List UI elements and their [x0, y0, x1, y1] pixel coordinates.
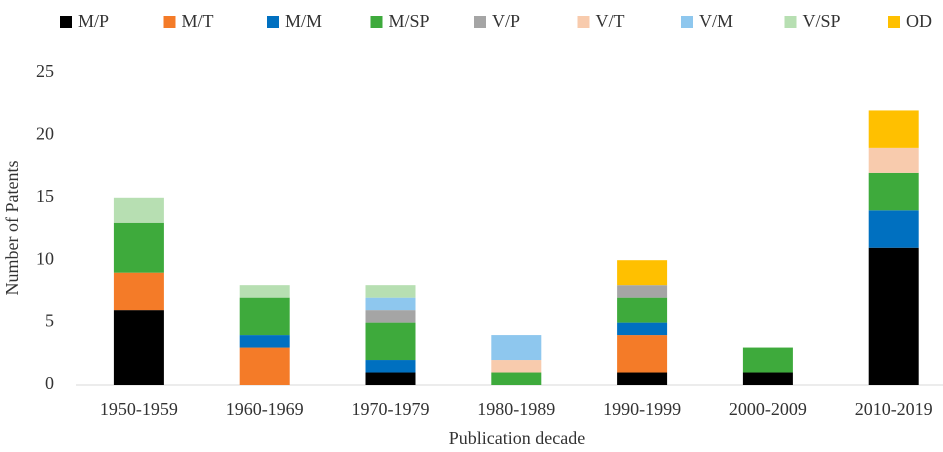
bar-segment — [617, 335, 668, 373]
bar-segment — [239, 285, 290, 298]
x-tick-label: 1990-1999 — [603, 399, 681, 419]
bar-segment — [491, 372, 542, 385]
legend-label: M/T — [182, 11, 214, 31]
legend-label: OD — [906, 11, 932, 31]
bar-segment — [239, 347, 290, 385]
legend-label: M/M — [285, 11, 322, 31]
x-axis-label: Publication decade — [449, 428, 585, 448]
x-tick-label: 2000-2009 — [729, 399, 807, 419]
bar-segment — [113, 310, 164, 385]
y-tick-label: 25 — [36, 61, 54, 81]
bar-segment — [868, 147, 919, 173]
legend-swatch — [60, 16, 72, 28]
bar-segment — [742, 347, 793, 373]
bar-segment — [365, 297, 416, 311]
bar-segment — [617, 322, 668, 336]
x-tick-label: 2010-2019 — [855, 399, 933, 419]
legend-swatch — [681, 16, 693, 28]
y-tick-label: 5 — [45, 311, 54, 331]
legend-swatch — [370, 16, 383, 28]
x-tick-label: 1960-1969 — [226, 399, 304, 419]
bar-segment — [491, 360, 542, 373]
bar-segment — [617, 372, 668, 385]
y-axis-label: Number of Patents — [2, 161, 22, 296]
bar-segment — [868, 172, 919, 211]
legend-swatch — [474, 16, 486, 28]
bar-segment — [239, 335, 290, 348]
bar-segment — [491, 335, 542, 361]
x-tick-label: 1950-1959 — [100, 399, 178, 419]
legend-swatch — [888, 16, 900, 28]
legend-swatch — [577, 16, 590, 28]
y-tick-label: 10 — [36, 248, 54, 268]
bar-segment — [113, 272, 164, 311]
bar-segment — [617, 260, 668, 286]
x-tick-label: 1980-1989 — [477, 399, 555, 419]
legend-label: V/T — [596, 11, 625, 31]
y-tick-label: 0 — [45, 373, 54, 393]
bar-segment — [113, 222, 164, 273]
legend-label: V/P — [492, 11, 520, 31]
y-tick-label: 15 — [36, 186, 54, 206]
bar-segment — [365, 360, 416, 373]
legend-label: V/M — [699, 11, 733, 31]
legend-label: V/SP — [803, 11, 841, 31]
bar-segment — [617, 297, 668, 323]
y-tick-label: 20 — [36, 124, 54, 144]
bar-segment — [868, 210, 919, 248]
bar-segment — [365, 310, 416, 323]
bar-segment — [365, 322, 416, 361]
bar-segment — [617, 285, 668, 298]
legend-label: M/P — [78, 11, 109, 31]
legend-swatch — [163, 16, 176, 28]
legend-label: M/SP — [389, 11, 430, 31]
bar-segment — [239, 297, 290, 336]
bar-segment — [365, 285, 416, 298]
x-tick-label: 1970-1979 — [352, 399, 430, 419]
bar-segment — [113, 197, 164, 223]
bar-segment — [742, 372, 793, 385]
bar-segment — [868, 110, 919, 148]
bar-segment — [365, 372, 416, 385]
legend-swatch — [784, 16, 797, 28]
legend-swatch — [267, 16, 279, 28]
bar-segment — [868, 247, 919, 385]
